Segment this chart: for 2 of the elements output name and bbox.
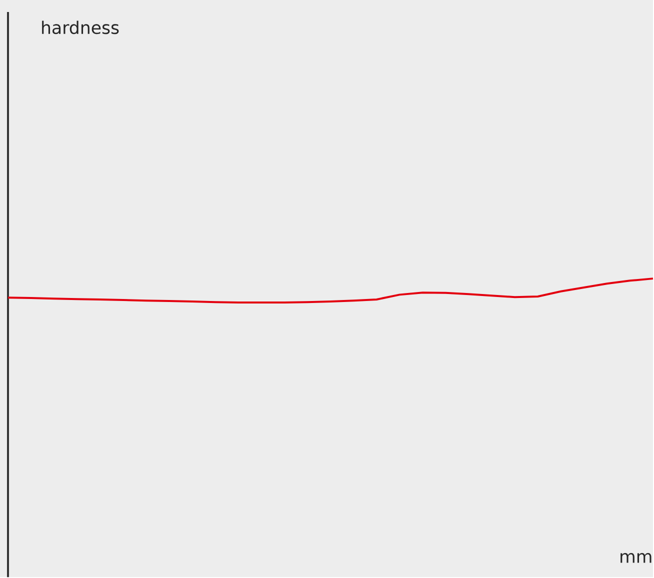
text: hardness — [42, 20, 119, 34]
x-axis-title: mm — [620, 552, 652, 563]
